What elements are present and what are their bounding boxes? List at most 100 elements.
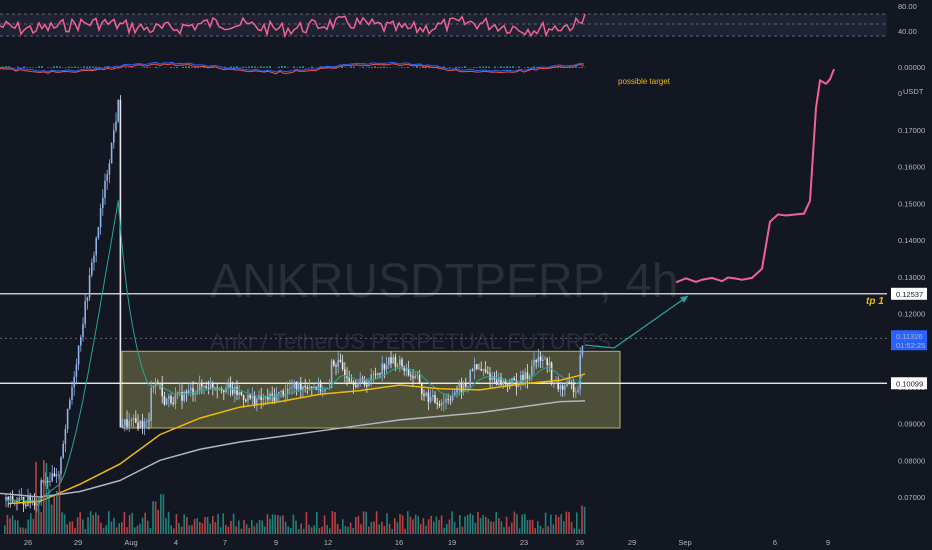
candle-body <box>526 372 529 380</box>
volume-bar <box>27 519 29 534</box>
candle-body <box>148 420 150 422</box>
volume-bar <box>128 514 131 534</box>
volume-bar <box>256 523 258 534</box>
volume-bar <box>295 520 297 534</box>
volume-bar <box>573 528 575 534</box>
volume-bar <box>261 520 263 534</box>
rsi-line <box>0 13 586 39</box>
candle-body <box>423 394 425 396</box>
volume-bar <box>266 514 269 534</box>
candle-body <box>341 362 344 370</box>
candle-body <box>553 383 555 385</box>
candle-body <box>190 388 192 391</box>
time-tick-label: 9 <box>826 538 830 547</box>
time-tick-label: 16 <box>395 538 403 547</box>
volume-bar <box>550 514 552 534</box>
ma-gray-line <box>0 400 586 498</box>
volume-bar <box>225 524 227 534</box>
volume-bar <box>74 527 76 534</box>
candle-body <box>139 420 141 429</box>
candle-body <box>168 395 170 399</box>
candle-body <box>383 363 386 370</box>
candle-body <box>370 374 372 381</box>
volume-bar <box>217 514 219 534</box>
candle-body <box>467 386 469 388</box>
candle-body <box>245 399 247 402</box>
macd-line <box>0 61 585 73</box>
volume-bar <box>84 528 87 534</box>
time-tick-label: 12 <box>324 538 332 547</box>
candle-body <box>297 382 300 390</box>
volume-bar <box>277 515 279 534</box>
volume-bar <box>22 527 24 534</box>
candle-body <box>9 495 12 501</box>
candle-body <box>399 359 401 366</box>
price-panel[interactable] <box>0 95 887 513</box>
volume-bar <box>152 501 154 534</box>
time-tick-label: Aug <box>124 538 137 547</box>
candle-body <box>256 398 258 405</box>
time-axis[interactable]: 26 29 Aug 4 7 9 12 16 19 23 26 29 Sep 6 9 <box>24 538 830 547</box>
volume-bar <box>394 518 396 534</box>
candle-body <box>86 297 89 302</box>
candle-body <box>324 388 326 392</box>
volume-bar <box>136 525 139 534</box>
volume-bar <box>503 527 505 534</box>
volume-bar <box>355 516 357 534</box>
candle-body <box>440 402 443 406</box>
short-ma-line <box>5 200 583 502</box>
volume-bar <box>6 514 9 534</box>
candle-body <box>460 384 463 392</box>
volume-bar <box>240 528 243 534</box>
volume-bar <box>557 517 560 534</box>
volume-bar <box>219 527 222 534</box>
volume-bar <box>414 514 417 534</box>
top-tick-0: 0 <box>898 89 902 98</box>
volume-bar <box>175 514 178 534</box>
time-tick-label: 6 <box>773 538 777 547</box>
volume-bar <box>513 511 516 534</box>
volume-bar <box>347 526 349 534</box>
volume-bar <box>368 526 370 534</box>
candle-body <box>238 391 240 395</box>
volume-bar <box>464 516 466 534</box>
volume-bar <box>269 518 271 534</box>
level-price-tag-text: 0.10099 <box>896 379 923 388</box>
volume-bar <box>388 523 391 534</box>
volume-bar <box>118 523 120 534</box>
rsi-mid-label: 40.00 <box>898 27 917 36</box>
volume-bar <box>448 519 451 534</box>
candle-body <box>187 390 190 394</box>
time-tick-label: Sep <box>678 538 691 547</box>
volume-bar <box>518 528 521 534</box>
volume-bar <box>89 511 92 534</box>
time-tick-label: 29 <box>628 538 636 547</box>
time-tick-label: 23 <box>520 538 528 547</box>
candle-body <box>542 359 544 362</box>
candle-body <box>205 386 207 389</box>
volume-bar <box>313 525 315 534</box>
candle-body <box>214 387 216 389</box>
candle-body <box>449 399 452 401</box>
candle-body <box>47 481 49 483</box>
candle-body <box>84 301 86 324</box>
candle-body <box>286 388 289 394</box>
volume-bar <box>479 517 482 534</box>
candle-body <box>539 356 542 362</box>
volume-bar <box>238 520 240 534</box>
volume-bar <box>170 525 172 534</box>
volume-bar <box>365 511 367 534</box>
candle-body <box>152 386 155 388</box>
candle-body <box>33 500 36 506</box>
candle-body <box>128 421 130 427</box>
candle-body <box>577 389 579 392</box>
volume-bar <box>30 513 32 534</box>
candle-body <box>333 360 335 366</box>
volume-bar <box>258 520 261 534</box>
candle-body <box>421 383 423 395</box>
volume-bar <box>537 521 539 534</box>
volume-bar <box>560 514 562 534</box>
price-tick-label: 0.13000 <box>898 273 925 282</box>
